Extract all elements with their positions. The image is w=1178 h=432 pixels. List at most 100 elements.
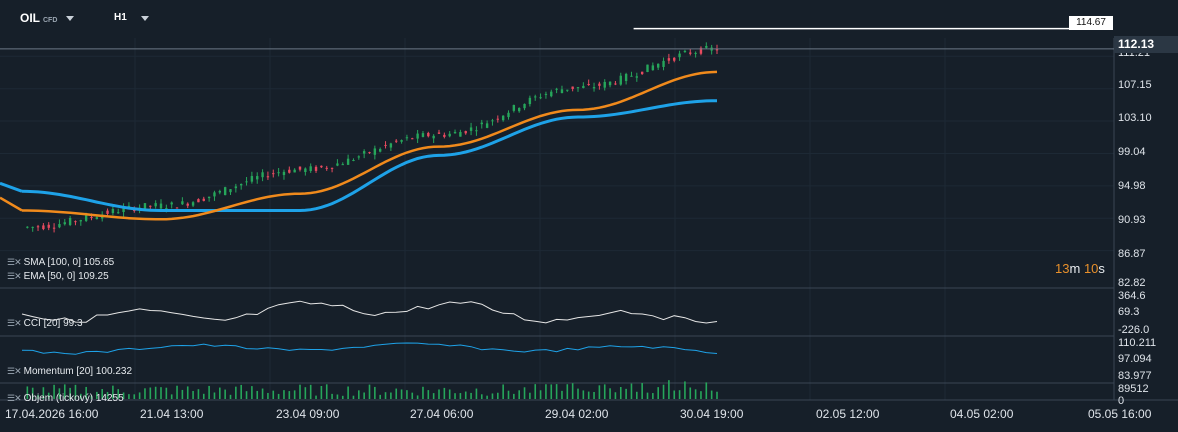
volume-bar [80,393,82,399]
symbol-selector[interactable]: OIL CFD [20,11,57,25]
volume-bar [657,387,659,399]
symbol-type: CFD [43,17,58,24]
time-tick: 23.04 09:00 [276,407,340,421]
candle-body [191,202,195,206]
candle-body [534,96,537,98]
price-tick: 103.10 [1118,112,1152,124]
candle-body [266,176,270,178]
volume-bar [63,384,66,399]
volume-bar [652,393,654,399]
candle-body [106,210,109,214]
candle-body [673,57,676,61]
candle-body [592,87,596,89]
candle-body [223,187,227,196]
volume-bar [235,386,237,399]
volume-bar [459,393,462,399]
candle-body [464,131,467,134]
volume-bar [240,384,242,399]
candle-body [352,159,355,161]
candle-body [341,164,344,166]
candle-body [325,167,328,169]
settings-icon[interactable]: ☰✕ [7,271,22,281]
volume-bar [288,391,291,399]
volume-bar [42,387,45,399]
candle-body [154,203,157,207]
price-tick: 90.93 [1118,214,1146,226]
settings-icon[interactable]: ☰✕ [7,393,22,403]
volume-bar [202,393,205,399]
candle-body [389,143,393,148]
volume-bar [625,388,627,399]
volume-bar [598,385,601,399]
candle-body [715,48,719,51]
momentum-legend[interactable]: ☰✕ Momentum [20] 100.232 [7,366,132,377]
cci-legend[interactable]: ☰✕ CCI [20] 99.3 [7,318,83,329]
volume-bar [614,392,617,399]
volume-bar [684,381,686,399]
timeframe-dropdown-icon[interactable] [141,16,149,21]
candle-body [90,217,93,219]
candle-body [566,89,569,91]
ema-legend[interactable]: ☰✕ EMA [50, 0] 109.25 [7,271,109,282]
volume-bar [716,391,718,399]
countdown-seconds-unit: s [1098,261,1105,276]
time-tick: 17.04.2026 16:00 [5,407,99,421]
volume-bar [160,387,162,399]
candle-body [528,97,532,105]
countdown-minutes-unit: m [1069,261,1081,276]
candle-body [357,156,361,158]
volume-bar [208,385,210,399]
candle-body [95,217,99,220]
volume-bar [662,384,665,399]
ema-label: EMA [50, 0] 109.25 [23,271,109,282]
volume-bar [149,387,152,399]
candle-body [656,63,660,68]
volume-bar [641,383,643,399]
volume-bar [395,388,398,399]
volume-legend[interactable]: ☰✕ Objem (tickový) 14255 [7,393,124,404]
candle-body [501,115,505,121]
sma-legend[interactable]: ☰✕ SMA [100, 0] 105.65 [7,257,114,268]
volume-bar [700,391,702,399]
volume-bar [213,392,216,399]
volume-bar [53,384,55,399]
settings-icon[interactable]: ☰✕ [7,257,22,267]
settings-icon[interactable]: ☰✕ [7,318,22,328]
settings-icon[interactable]: ☰✕ [7,366,22,376]
volume-bar [475,388,478,399]
volume-bar [609,388,611,399]
volume-bar [58,388,61,399]
volume-bar [432,393,435,399]
volume-bar [293,390,296,399]
candle-body [646,64,649,73]
volume-bar [374,386,376,399]
volume-bar [37,394,39,399]
candle-body [261,172,264,178]
candle-body [26,226,29,228]
candle-body [437,132,441,134]
momentum-tick: 83.977 [1118,370,1152,382]
candle-body [378,149,382,152]
volume-bar [219,387,221,399]
candle-body [245,181,248,183]
candle-body [603,81,606,88]
candle-body [667,58,671,61]
candle-body [651,65,655,71]
volume-bar [186,386,189,399]
volume-bar [69,387,71,399]
volume-bar [678,390,681,399]
candle-body [84,215,88,221]
candle-body [368,152,371,154]
volume-bar [133,394,136,399]
volume-bar [529,392,531,399]
volume-label: Objem (tickový) 14255 [23,393,124,404]
volume-bar [138,392,141,399]
candle-body [304,168,307,173]
candle-body [491,120,494,122]
timeframe-selector[interactable]: H1 [114,12,127,23]
symbol-dropdown-icon[interactable] [66,16,74,21]
candle-body [576,87,580,89]
candle-body [427,132,430,137]
candle-countdown: 13m 10s [1055,261,1105,276]
